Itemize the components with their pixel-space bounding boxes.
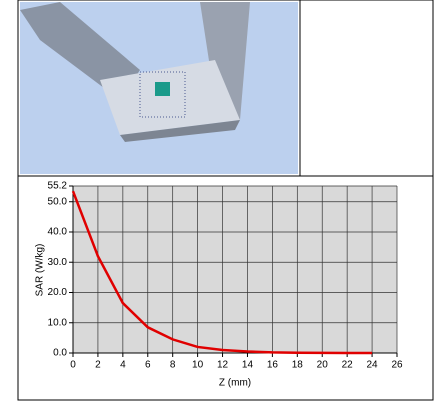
y-tick-label: 40.0 bbox=[48, 227, 68, 238]
x-tick-label: 22 bbox=[342, 360, 354, 371]
x-tick-label: 2 bbox=[95, 360, 101, 371]
y-tick-label: 0.0 bbox=[53, 348, 67, 359]
y-tick-label: 20.0 bbox=[48, 287, 68, 298]
x-tick-label: 20 bbox=[317, 360, 329, 371]
x-tick-label: 8 bbox=[170, 360, 176, 371]
x-tick-label: 18 bbox=[292, 360, 304, 371]
shape bbox=[20, 2, 140, 100]
x-tick-label: 12 bbox=[217, 360, 229, 371]
y-tick-label: 50.0 bbox=[48, 196, 68, 207]
x-tick-label: 26 bbox=[391, 360, 403, 371]
shape bbox=[120, 120, 240, 142]
x-axis-label: Z (mm) bbox=[219, 378, 251, 389]
probe-cube bbox=[155, 82, 170, 96]
y-axis-label: SAR (W/kg) bbox=[35, 244, 46, 297]
shape bbox=[200, 2, 250, 120]
x-tick-label: 4 bbox=[120, 360, 126, 371]
y-tick-label: 30.0 bbox=[48, 257, 68, 268]
render-image bbox=[20, 2, 298, 174]
y-tick-label: 10.0 bbox=[48, 317, 68, 328]
plot-area bbox=[73, 186, 397, 353]
x-tick-label: 0 bbox=[70, 360, 76, 371]
x-tick-label: 14 bbox=[242, 360, 254, 371]
shape bbox=[100, 60, 240, 135]
x-tick-label: 6 bbox=[145, 360, 151, 371]
x-tick-label: 24 bbox=[367, 360, 379, 371]
x-tick-label: 10 bbox=[192, 360, 204, 371]
x-tick-label: 16 bbox=[267, 360, 279, 371]
data-line bbox=[71, 190, 373, 355]
y-tick-label: 55.2 bbox=[48, 181, 68, 192]
